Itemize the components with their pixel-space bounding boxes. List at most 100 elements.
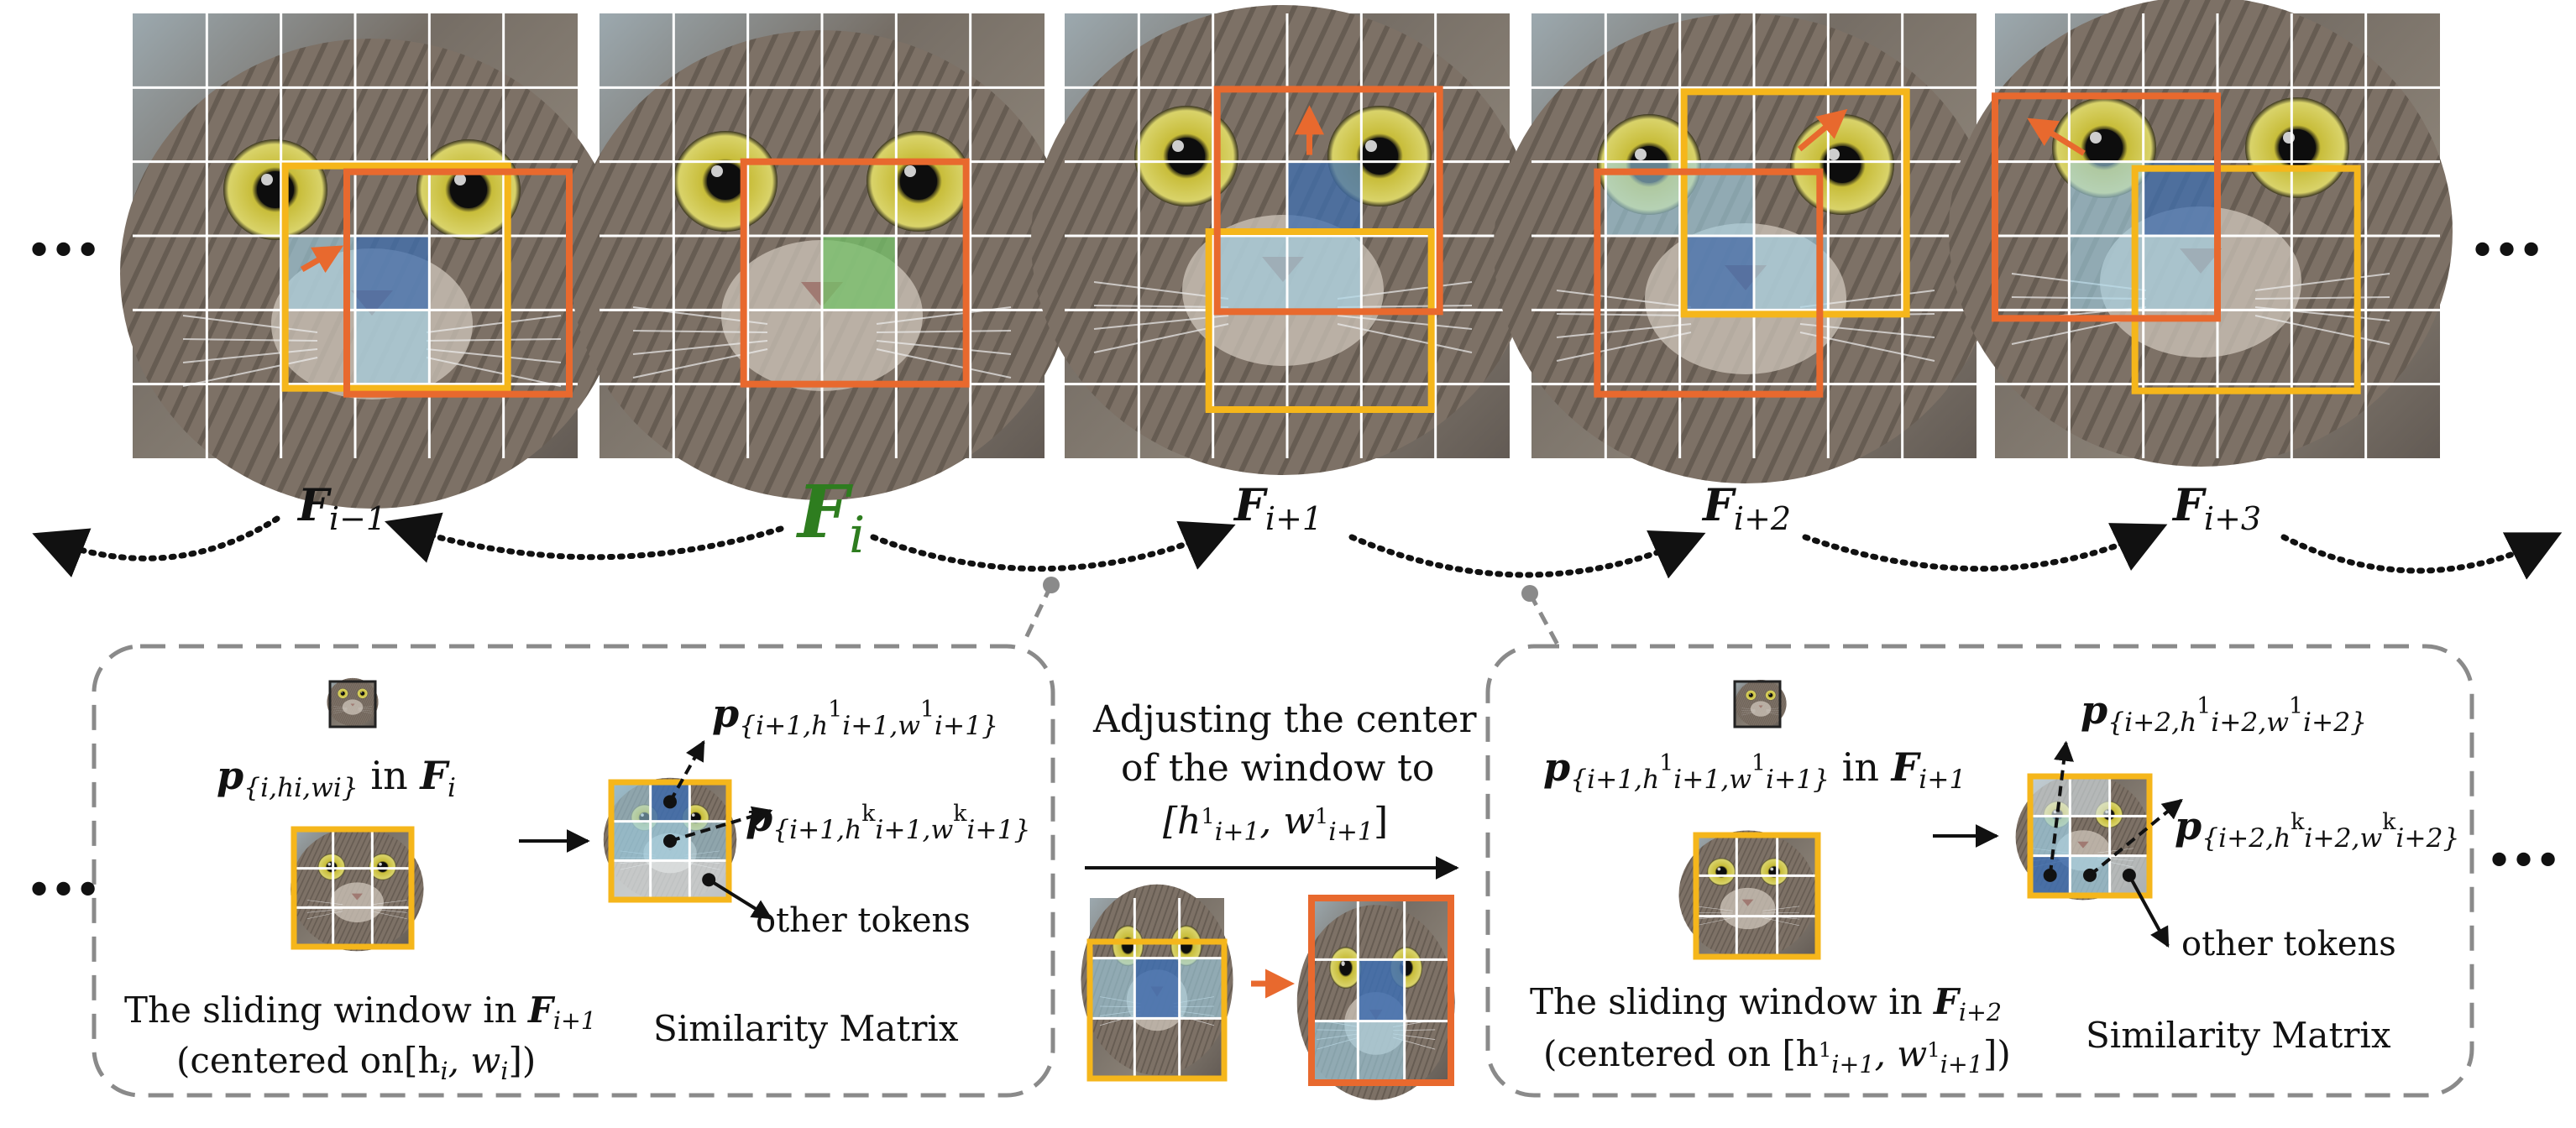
window-thumbnail-border	[291, 826, 415, 950]
shift-arrow	[2027, 118, 2086, 156]
adjust-caption-3-part: , w	[1259, 800, 1315, 843]
window-caption-2-part: (centered on[h	[176, 1040, 441, 1081]
patch-grid-3	[1531, 13, 1977, 458]
p-top-label-2-part: i+2	[2211, 708, 2258, 738]
p-k-label-2-part: k	[2382, 809, 2396, 835]
window-caption-1-part: F	[527, 990, 556, 1031]
p-k-label-2-part: {i+2,h	[2202, 823, 2291, 854]
p-top-label-2: p{i+2,h1i+2,w1i+2}	[2081, 687, 2367, 738]
top-token-pointer	[668, 739, 705, 803]
adjust-caption-3-part: 1	[1315, 804, 1328, 829]
propagation-arrow	[870, 520, 1236, 572]
frame-label-base: F	[795, 470, 854, 555]
query-token-label-part: {i,h	[243, 773, 294, 803]
token-thumbnail-border	[328, 680, 377, 728]
sim-cell	[2030, 776, 2071, 817]
p-k-label-part: {i+1,h	[772, 815, 861, 845]
p-k-label-2: p{i+2,hki+2,wki+2}	[2175, 803, 2459, 854]
propagation-arrow	[1802, 523, 2168, 572]
window-caption-2-2-part: i+1	[1831, 1050, 1874, 1078]
token-cell	[1679, 236, 1754, 311]
sim-cell	[2070, 776, 2110, 817]
adjust-caption-3-part: i+1	[1328, 817, 1374, 847]
propagation-arrow	[32, 515, 280, 577]
p-k-label-part: ,w	[923, 815, 954, 845]
sim-cell	[650, 860, 690, 900]
p-k-label-2-part: i+2	[2304, 823, 2351, 854]
token-cell	[2143, 236, 2217, 311]
query-token-label-2-part: i+1	[1673, 765, 1720, 795]
token-thumbnail	[327, 677, 379, 727]
ellipsis-bottom-left: •••	[25, 864, 98, 918]
window-thumbnail-2-border	[1693, 832, 1821, 960]
p-k-label-2-part: p	[2175, 803, 2202, 849]
token-cell	[1134, 958, 1180, 1019]
sliding-window	[1205, 228, 1435, 413]
query-token-label-2-part: 1	[1751, 750, 1766, 776]
window-caption-2-2-part: ])	[1983, 1033, 2011, 1074]
sim-cell	[611, 860, 651, 900]
p-top-label-part: ,w	[889, 711, 920, 741]
p-top-label-part: {i+1,h	[739, 711, 828, 741]
query-token-label-part: in	[359, 753, 421, 798]
window-caption-2-part: , w	[448, 1040, 501, 1081]
frame-label-base: F	[2171, 480, 2207, 531]
window-thumbnail-grid	[294, 829, 411, 947]
window-caption-2-part: i	[500, 1057, 508, 1085]
window-after-grid	[1312, 898, 1451, 1083]
ellipsis-bottom-right: •••	[2485, 834, 2558, 889]
propagation-arrow	[2280, 532, 2563, 580]
other-token-pointer	[708, 878, 773, 920]
query-token-label-2-part: {i+1,h	[1570, 765, 1659, 795]
query-token-label-part: i	[294, 773, 302, 803]
token-cell	[1358, 959, 1405, 1021]
adjusted-window	[1992, 92, 2221, 322]
token-cell	[355, 310, 430, 384]
token-cell	[822, 236, 897, 311]
p-top-label-2-part: i+2	[2303, 708, 2350, 738]
top-token-pointer-2	[2048, 740, 2074, 876]
window-caption-2: (centered on[hi, wi])	[176, 1040, 536, 1085]
adjusted-window	[1213, 86, 1443, 316]
frame-label-2: Fi+1	[1233, 480, 1322, 537]
adjusted-window	[343, 168, 573, 398]
p-top-label-part: p	[712, 691, 739, 736]
token-cell	[1754, 236, 1829, 311]
frame-label-1: Fi	[795, 470, 865, 565]
right-panel	[1485, 644, 2474, 1098]
token-cell	[2069, 161, 2144, 236]
p-k-label-part: k	[953, 801, 967, 827]
query-token-label-2-part: p	[1543, 744, 1570, 790]
token-cell	[1090, 958, 1135, 1019]
k-token-pointer	[669, 806, 773, 843]
frame-label-sub: i+3	[2204, 500, 2261, 537]
token-cell	[1212, 236, 1287, 311]
p-top-label-2-part: 1	[2196, 693, 2211, 719]
other-tokens-label-2: other tokens	[2181, 925, 2396, 964]
frame-label-0: Fi−1	[296, 480, 386, 537]
token-cell	[2143, 161, 2217, 236]
window-caption-2-1-part: F	[1933, 981, 1961, 1022]
frame-label-base: F	[1233, 480, 1268, 531]
window-caption-2-2: (centered on [h1i+1, w1i+1])	[1543, 1033, 2011, 1078]
p-top-label-2-part: ,w	[2258, 708, 2289, 738]
propagation-arrow	[1348, 530, 1706, 579]
window-caption-1-part: The sliding window in	[124, 990, 528, 1031]
p-top-label-2-part: p	[2081, 687, 2107, 733]
adjust-caption-1: Adjusting the center	[1092, 698, 1478, 741]
token-cell	[1287, 161, 1362, 236]
similarity-matrix-caption-2: Similarity Matrix	[2086, 1015, 2391, 1056]
query-token-label: p{i,hi,wi} in Fi	[217, 753, 456, 803]
token-overlay-4	[2069, 161, 2217, 311]
window-caption-2-2-part: 1	[1927, 1037, 1940, 1062]
p-k-label-part: }	[1013, 815, 1030, 845]
p-top-label-part: 1	[828, 697, 842, 723]
similarity-matrix-2-border	[2027, 773, 2153, 899]
p-top-label-2-part: {i+2,h	[2107, 708, 2196, 738]
token-cell	[1179, 958, 1224, 1019]
frame-label-base: F	[296, 480, 332, 531]
query-token-label-2: p{i+1,h1i+1,w1i+1} in Fi+1	[1543, 744, 1966, 795]
window-thumbnail-2-grid	[1696, 835, 1818, 957]
token-overlay-2	[1212, 161, 1362, 311]
